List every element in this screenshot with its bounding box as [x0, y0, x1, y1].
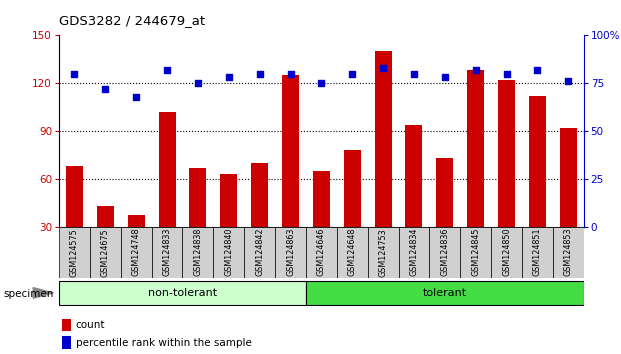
Point: [347, 71, 357, 76]
Point: [563, 79, 573, 84]
Text: GSM124836: GSM124836: [440, 228, 450, 276]
Text: GDS3282 / 244679_at: GDS3282 / 244679_at: [59, 13, 205, 27]
Bar: [189, 168, 206, 227]
Bar: [220, 174, 237, 227]
Point: [70, 71, 79, 76]
Text: GSM124753: GSM124753: [379, 228, 388, 276]
Text: GSM124863: GSM124863: [286, 228, 295, 276]
Point: [193, 80, 203, 86]
FancyBboxPatch shape: [275, 227, 306, 278]
Bar: [282, 75, 299, 227]
Polygon shape: [33, 287, 53, 298]
Point: [502, 71, 512, 76]
Point: [440, 75, 450, 80]
FancyBboxPatch shape: [306, 281, 584, 305]
Text: GSM124850: GSM124850: [502, 228, 511, 276]
Point: [101, 86, 111, 92]
Text: GSM124851: GSM124851: [533, 228, 542, 276]
Bar: [128, 215, 145, 227]
Text: GSM124833: GSM124833: [163, 228, 171, 276]
Point: [224, 75, 233, 80]
FancyBboxPatch shape: [120, 227, 152, 278]
Bar: [437, 158, 453, 227]
Text: GSM124840: GSM124840: [224, 228, 233, 276]
Text: GSM124748: GSM124748: [132, 228, 141, 276]
Text: specimen: specimen: [3, 289, 53, 299]
FancyBboxPatch shape: [152, 227, 183, 278]
FancyBboxPatch shape: [399, 227, 429, 278]
Bar: [560, 128, 577, 227]
Text: GSM124853: GSM124853: [564, 228, 573, 276]
FancyBboxPatch shape: [306, 227, 337, 278]
Bar: [529, 96, 546, 227]
FancyBboxPatch shape: [553, 227, 584, 278]
Text: percentile rank within the sample: percentile rank within the sample: [76, 338, 252, 348]
Bar: [406, 125, 422, 227]
FancyBboxPatch shape: [59, 227, 90, 278]
Point: [471, 67, 481, 73]
FancyBboxPatch shape: [368, 227, 399, 278]
Text: non-tolerant: non-tolerant: [148, 288, 217, 298]
Bar: [374, 51, 392, 227]
Text: count: count: [76, 320, 105, 330]
Text: GSM124834: GSM124834: [409, 228, 419, 276]
FancyBboxPatch shape: [214, 227, 244, 278]
Bar: [498, 80, 515, 227]
FancyBboxPatch shape: [491, 227, 522, 278]
Text: GSM124648: GSM124648: [348, 228, 356, 276]
Point: [255, 71, 265, 76]
Bar: [467, 70, 484, 227]
Bar: [97, 206, 114, 227]
FancyBboxPatch shape: [183, 227, 214, 278]
FancyBboxPatch shape: [522, 227, 553, 278]
Point: [286, 71, 296, 76]
Point: [162, 67, 172, 73]
Bar: [344, 150, 361, 227]
Bar: [251, 163, 268, 227]
FancyBboxPatch shape: [429, 227, 460, 278]
Point: [316, 80, 327, 86]
FancyBboxPatch shape: [460, 227, 491, 278]
Bar: [61, 336, 71, 349]
Bar: [313, 171, 330, 227]
FancyBboxPatch shape: [244, 227, 275, 278]
Bar: [158, 112, 176, 227]
FancyBboxPatch shape: [90, 227, 120, 278]
Point: [409, 71, 419, 76]
Text: GSM124842: GSM124842: [255, 228, 264, 276]
Text: GSM124575: GSM124575: [70, 228, 79, 276]
Point: [532, 67, 542, 73]
Bar: [66, 166, 83, 227]
Text: GSM124646: GSM124646: [317, 228, 326, 276]
Text: GSM124675: GSM124675: [101, 228, 110, 276]
FancyBboxPatch shape: [59, 281, 306, 305]
Point: [131, 94, 141, 99]
Text: GSM124838: GSM124838: [193, 228, 202, 276]
Text: GSM124845: GSM124845: [471, 228, 480, 276]
FancyBboxPatch shape: [337, 227, 368, 278]
Bar: [61, 319, 71, 331]
Text: tolerant: tolerant: [423, 288, 467, 298]
Point: [378, 65, 388, 71]
